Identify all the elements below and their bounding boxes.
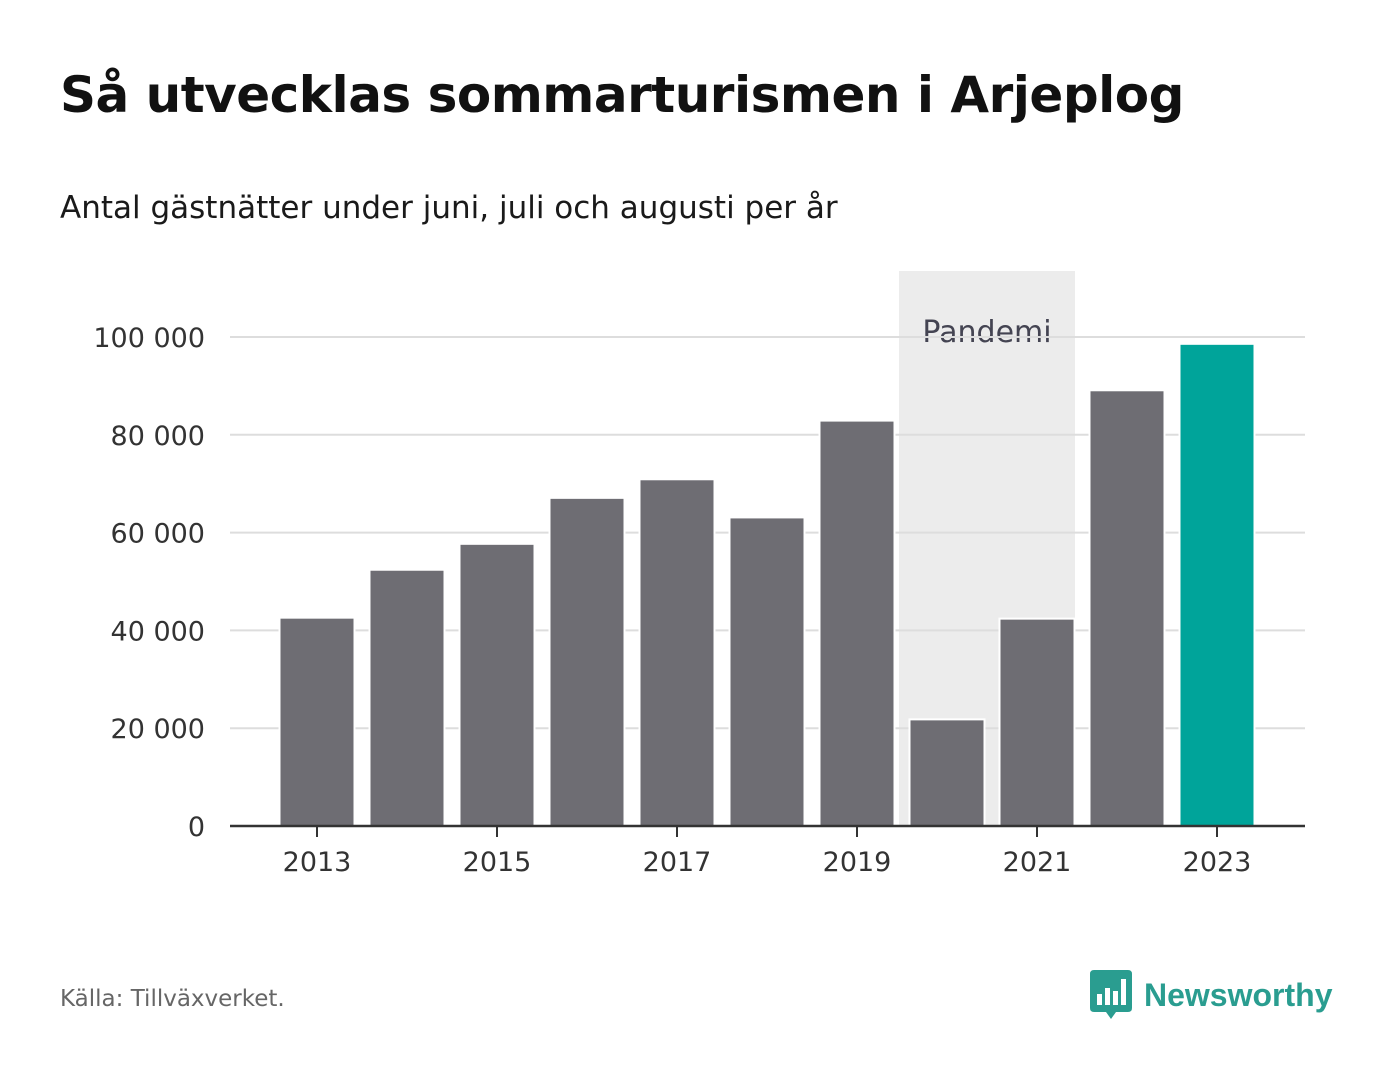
x-tick-label: 2013 — [283, 847, 352, 878]
bar-2015 — [460, 544, 534, 826]
bar-2020 — [910, 720, 984, 826]
y-tick-label: 100 000 — [93, 323, 205, 354]
y-tick-label: 40 000 — [111, 616, 205, 647]
brand-logo: Newsworthy — [1090, 970, 1332, 1020]
bar-2018 — [730, 518, 804, 826]
pandemic-band-label: Pandemi — [922, 315, 1051, 350]
bar-2016 — [550, 498, 624, 826]
y-tick-label: 80 000 — [111, 421, 205, 452]
bar-2014 — [370, 570, 444, 826]
x-tick-label: 2019 — [823, 847, 892, 878]
chart-title: Så utvecklas sommarturismen i Arjeplog — [60, 66, 1184, 124]
bar-2019 — [820, 421, 894, 826]
bar-2021 — [1000, 619, 1074, 826]
x-tick-label: 2023 — [1183, 847, 1252, 878]
bar-2022 — [1090, 391, 1164, 826]
bar-chart: Pandemi 0 20 000 40 000 60 000 80 000 100 000… — [93, 271, 1305, 878]
chart-subtitle: Antal gästnätter under juni, juli och au… — [60, 190, 838, 226]
bar-2023 — [1180, 344, 1254, 826]
y-tick-label: 0 — [188, 812, 205, 843]
bar-2017 — [640, 480, 714, 826]
bar-2013 — [280, 618, 354, 826]
x-tick-label: 2015 — [463, 847, 532, 878]
x-tick-label: 2017 — [643, 847, 712, 878]
source-note: Källa: Tillväxverket. — [60, 986, 285, 1012]
y-tick-label: 20 000 — [111, 714, 205, 745]
bar-chart-speech-bubble-icon — [1090, 970, 1132, 1019]
y-tick-label: 60 000 — [111, 519, 205, 550]
x-tick-label: 2021 — [1003, 847, 1072, 878]
brand-name: Newsworthy — [1144, 976, 1333, 1013]
